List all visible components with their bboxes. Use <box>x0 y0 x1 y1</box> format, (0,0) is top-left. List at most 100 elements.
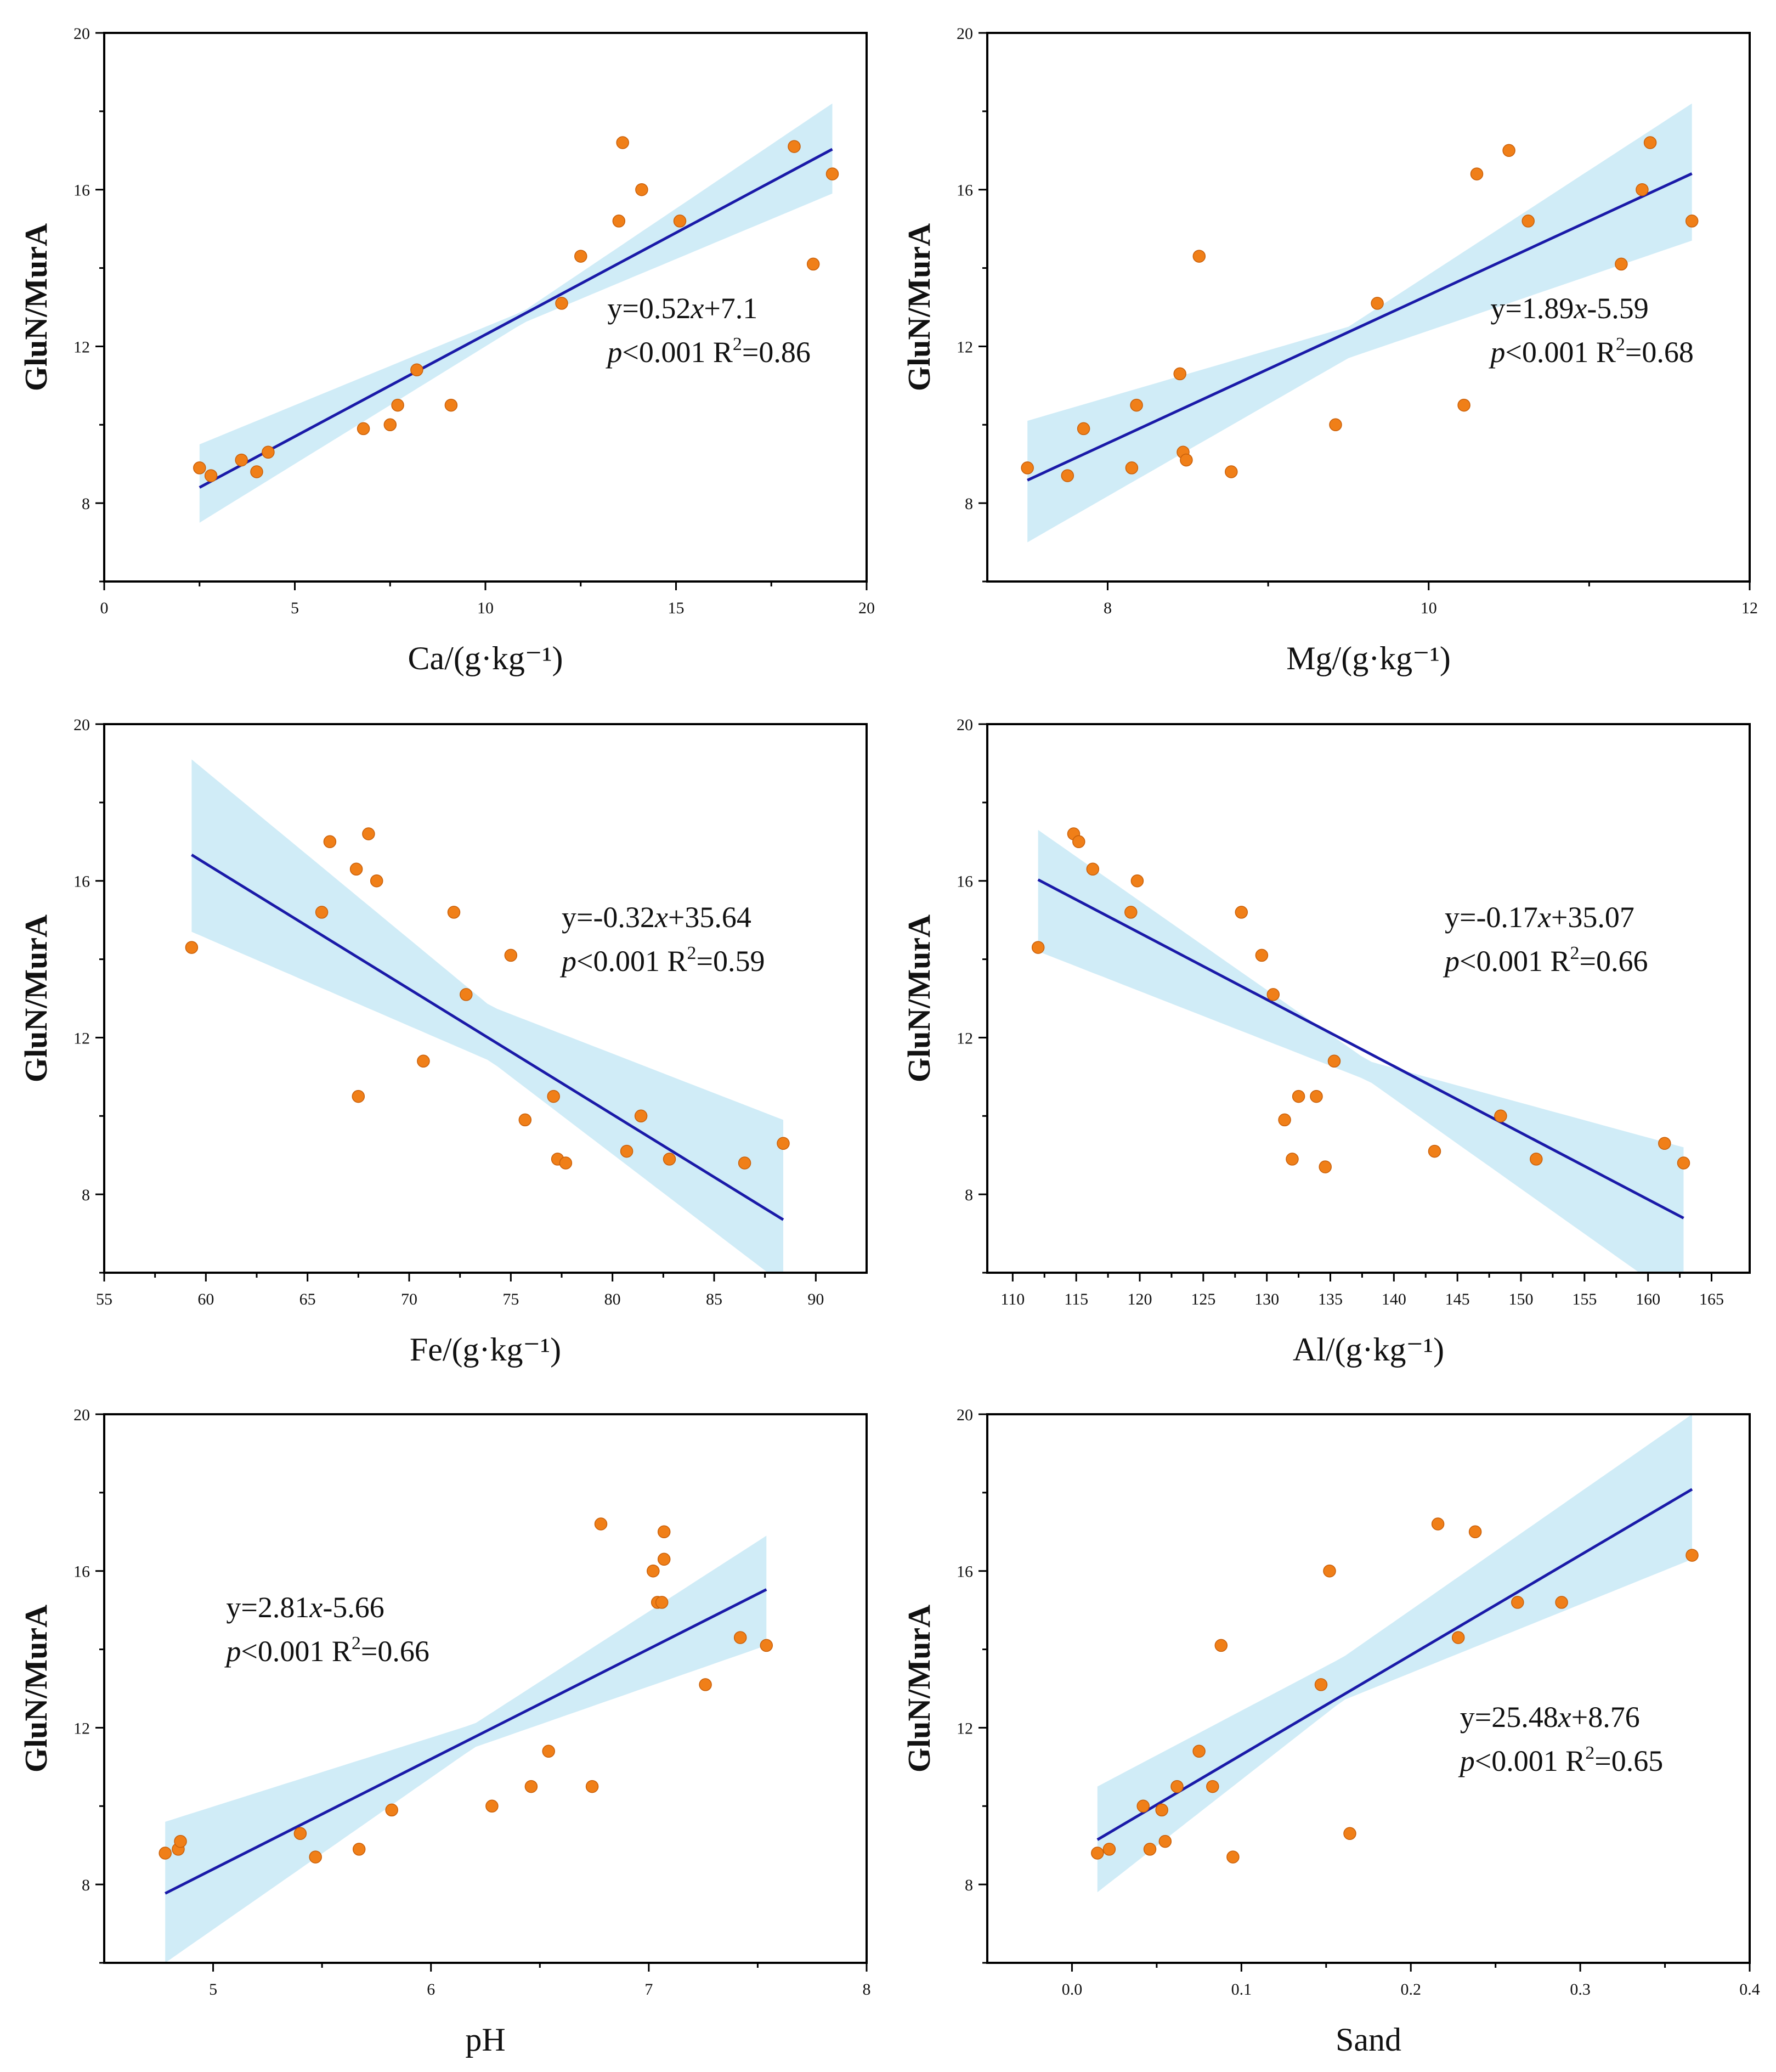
x-tick-label: 110 <box>1000 1290 1025 1308</box>
x-tick-label: 6 <box>427 1980 435 1998</box>
data-point <box>1494 1109 1507 1123</box>
y-tick-label: 12 <box>957 338 973 356</box>
y-tick-label: 8 <box>965 495 973 513</box>
data-point <box>1457 398 1470 412</box>
data-point <box>1677 1156 1690 1170</box>
data-point <box>309 1850 322 1864</box>
data-point <box>547 1089 560 1103</box>
y-tick-label: 12 <box>957 1719 973 1737</box>
data-point <box>1192 250 1206 263</box>
data-point <box>699 1678 712 1691</box>
data-point <box>1371 297 1384 310</box>
y-tick-label: 16 <box>73 1563 90 1581</box>
data-point <box>1643 136 1657 149</box>
data-point <box>204 469 218 482</box>
data-point <box>733 1631 747 1644</box>
x-tick-label: 145 <box>1445 1290 1470 1308</box>
x-axis-label: Mg/(g·kg⁻¹) <box>1286 640 1451 676</box>
data-point <box>825 167 839 180</box>
data-point <box>385 1803 398 1817</box>
x-tick-label: 65 <box>299 1290 316 1308</box>
x-tick-label: 5 <box>209 1980 217 1998</box>
x-tick-label: 60 <box>197 1290 214 1308</box>
data-point <box>1470 167 1484 180</box>
data-point <box>1206 1780 1219 1793</box>
data-point <box>1323 1564 1336 1578</box>
x-tick-label: 8 <box>863 1980 871 1998</box>
confidence-band-fe <box>191 759 783 1273</box>
regression-line-sand <box>1096 1488 1693 1841</box>
x-tick-label: 125 <box>1191 1290 1215 1308</box>
x-tick-label: 90 <box>807 1290 824 1308</box>
x-tick-label: 10 <box>1421 599 1437 617</box>
regression-stats: p<0.001 R2=0.68 <box>1488 334 1693 369</box>
data-point <box>1158 1834 1172 1848</box>
data-point <box>185 941 199 954</box>
x-tick-label: 0.2 <box>1400 1980 1421 1998</box>
y-tick-label: 8 <box>82 1186 90 1204</box>
x-axis-label: Sand <box>1336 2022 1401 2058</box>
plot-frame-mg <box>986 32 1751 583</box>
y-tick-label: 16 <box>957 1563 973 1581</box>
x-tick-label: 0.3 <box>1570 1980 1591 1998</box>
data-point <box>616 136 629 149</box>
data-point <box>352 1089 365 1103</box>
regression-equation: y=-0.32x+35.64 <box>562 901 751 934</box>
data-point <box>357 422 370 436</box>
y-axis-label: GluN/MurA <box>18 1605 54 1772</box>
data-point <box>806 257 820 271</box>
data-point <box>612 214 626 228</box>
y-tick-label: 12 <box>957 1029 973 1047</box>
y-tick-label: 16 <box>73 873 90 891</box>
data-point <box>370 874 383 888</box>
data-point <box>352 1843 366 1856</box>
data-point <box>1155 1803 1168 1817</box>
y-axis-label: GluN/MurA <box>18 914 54 1082</box>
data-point <box>1086 862 1100 876</box>
y-tick-label: 8 <box>965 1186 973 1204</box>
y-axis-label: GluN/MurA <box>901 223 937 391</box>
data-point <box>673 214 687 228</box>
data-point <box>1431 1517 1445 1531</box>
data-point <box>518 1113 532 1127</box>
x-tick-label: 150 <box>1509 1290 1534 1308</box>
confidence-band-mg <box>1027 103 1692 543</box>
x-tick-label: 7 <box>644 1980 653 1998</box>
data-point <box>655 1596 669 1609</box>
panel-fe: 55 60 65 70 75 80 85 90 8 12 16 20 Fe/(g·kg⁻¹) GluN/M… <box>18 716 868 1368</box>
x-axis-label: Ca/(g·kg⁻¹) <box>408 640 563 676</box>
regression-stats: p<0.001 R2=0.59 <box>559 943 765 978</box>
data-point <box>1214 1639 1228 1652</box>
regression-equation: y=2.81x-5.66 <box>226 1591 384 1624</box>
data-point <box>594 1517 608 1531</box>
data-point <box>315 906 329 919</box>
regression-stats: p<0.001 R2=0.66 <box>1443 943 1648 978</box>
plot-frame-sand <box>986 1413 1751 1964</box>
x-tick-label: 55 <box>96 1290 112 1308</box>
data-point <box>647 1564 660 1578</box>
panel-ph: 5 6 7 8 8 12 16 20 pH GluN/MurA y=2.81x-5.66 p<0.00… <box>18 1406 871 2058</box>
regression-line-ca <box>199 148 833 489</box>
x-tick-label: 140 <box>1382 1290 1406 1308</box>
x-tick-label: 70 <box>401 1290 417 1308</box>
x-tick-label: 135 <box>1318 1290 1343 1308</box>
data-point <box>235 453 248 467</box>
data-point <box>504 949 518 962</box>
regression-stats: p<0.001 R2=0.86 <box>605 334 810 369</box>
data-point <box>760 1639 773 1652</box>
x-tick-label: 0 <box>100 599 109 617</box>
data-point <box>1502 144 1515 157</box>
data-point <box>447 906 461 919</box>
data-point <box>391 398 404 412</box>
data-point <box>663 1153 676 1166</box>
x-tick-label: 8 <box>1104 599 1112 617</box>
data-point <box>620 1144 634 1158</box>
y-tick-label: 12 <box>73 338 90 356</box>
y-tick-label: 8 <box>82 495 90 513</box>
y-tick-label: 20 <box>73 25 90 43</box>
plot-frame-al <box>986 723 1751 1274</box>
data-point <box>323 835 337 849</box>
regression-equation: y=0.52x+7.1 <box>607 292 757 325</box>
x-tick-label: 130 <box>1254 1290 1279 1308</box>
data-point <box>159 1847 172 1860</box>
